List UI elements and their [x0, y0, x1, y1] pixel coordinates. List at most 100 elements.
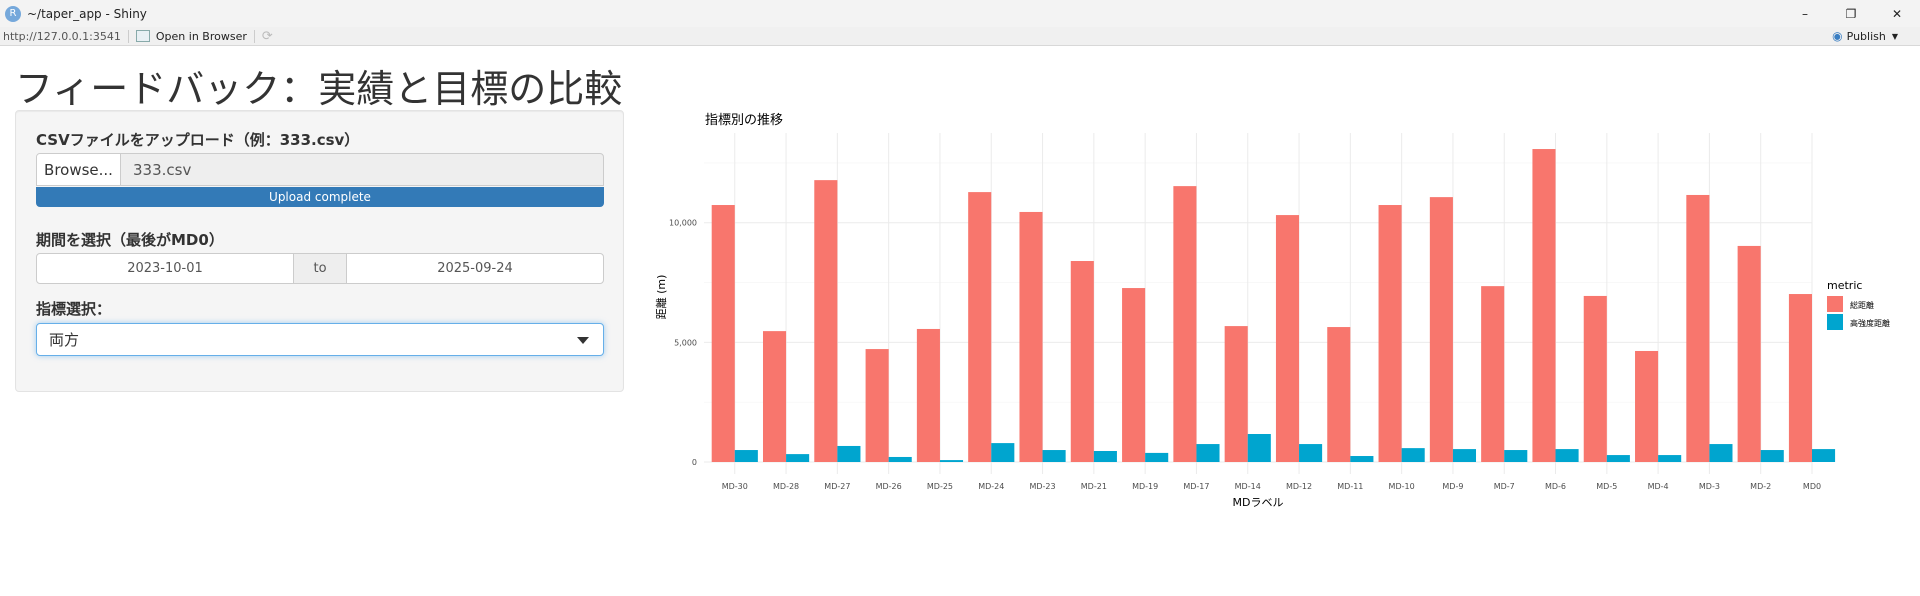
bar-MD-27-total [814, 180, 838, 463]
period-label: 期間を選択（最後がMD0） [36, 231, 224, 249]
bar-MD-23-total [1019, 211, 1043, 462]
bar-MD-7-high-intensity [1504, 450, 1528, 462]
bar-MD-10-total [1378, 205, 1402, 462]
bar-MD-6-total [1532, 149, 1556, 463]
bar-MD-24-high-intensity [991, 443, 1015, 462]
bar-MD-23-high-intensity [1042, 450, 1066, 462]
publish-button[interactable]: ◉ Publish ▼ [1832, 27, 1898, 45]
caret-down-icon [577, 337, 589, 344]
x-tick-label: MD-17 [1183, 482, 1209, 491]
close-button[interactable]: ✕ [1891, 6, 1903, 21]
bar-MD-3-total [1686, 194, 1710, 463]
r-app-icon: R [5, 5, 21, 22]
x-tick-label: MD-5 [1596, 482, 1617, 491]
y-tick-label: 0 [692, 458, 697, 467]
x-tick-label: MD-10 [1389, 482, 1415, 491]
bar-MD-25-high-intensity [939, 460, 964, 462]
maximize-button[interactable]: ❐ [1845, 6, 1857, 21]
metric-select[interactable]: 両方 [36, 323, 604, 356]
date-range-separator: to [294, 253, 346, 284]
open-in-browser-label: Open in Browser [155, 29, 247, 43]
chevron-down-icon: ▼ [1891, 31, 1898, 41]
bar-MD-2-total [1737, 245, 1761, 462]
bar-MD-9-high-intensity [1452, 449, 1477, 462]
metric-label: 指標選択： [36, 300, 112, 318]
legend-key [1827, 314, 1843, 330]
bar-MD-24-total [968, 192, 992, 463]
x-tick-label: MD-9 [1442, 482, 1463, 491]
legend-label: 高強度距離 [1850, 318, 1890, 328]
x-tick-label: MD-11 [1337, 482, 1363, 491]
bar-MD-21-high-intensity [1093, 450, 1117, 462]
bar-MD-26-total [865, 349, 889, 462]
file-input[interactable]: Browse... 333.csv [36, 153, 604, 186]
minimize-button[interactable]: – [1802, 6, 1808, 21]
bar-MD-9-total [1429, 197, 1453, 462]
bar-MD-30-total [711, 205, 735, 462]
legend-key [1827, 296, 1843, 312]
bar-MD-28-high-intensity [786, 454, 810, 462]
date-range-input: 2023-10-01 to 2025-09-24 [36, 253, 604, 284]
bar-MD-3-high-intensity [1709, 444, 1733, 462]
divider [253, 29, 255, 43]
open-in-browser-button[interactable]: Open in Browser [135, 29, 247, 43]
x-tick-label: MD-23 [1029, 482, 1055, 491]
x-tick-label: MD0 [1803, 482, 1821, 491]
divider [127, 29, 129, 43]
legend-title: metric [1827, 279, 1862, 292]
bar-MD-19-high-intensity [1145, 452, 1169, 462]
upload-label: CSVファイルをアップロード（例：333.csv） [36, 131, 360, 149]
bar-MD-11-high-intensity [1350, 456, 1374, 462]
upload-progress-bar: Upload complete [36, 187, 604, 207]
address-bar: http://127.0.0.1:3541 Open in Browser ⟳ … [0, 27, 1920, 46]
x-tick-label: MD-30 [722, 482, 748, 491]
bar-MD-30-high-intensity [734, 450, 758, 462]
x-tick-label: MD-27 [824, 482, 850, 491]
x-tick-label: MD-3 [1699, 482, 1720, 491]
bar-MD-12-high-intensity [1299, 444, 1323, 462]
x-tick-label: MD-7 [1494, 482, 1515, 491]
bar-MD-12-total [1275, 215, 1300, 462]
bar-MD-4-high-intensity [1658, 455, 1682, 462]
publish-icon: ◉ [1832, 29, 1843, 43]
sidebar-panel: CSVファイルをアップロード（例：333.csv） Browse... 333.… [15, 110, 624, 392]
bar-MD-27-high-intensity [837, 445, 861, 462]
metric-select-value: 両方 [49, 331, 80, 349]
bar-MD0-total [1788, 294, 1812, 462]
url-text: http://127.0.0.1:3541 [3, 29, 121, 43]
window-title: ~/taper_app - Shiny [27, 6, 147, 21]
bar-MD-14-total [1224, 326, 1248, 462]
bar-MD-26-high-intensity [888, 456, 912, 462]
end-date-input[interactable]: 2025-09-24 [346, 253, 604, 284]
page-title: フィードバック：実績と目標の比較 [15, 67, 623, 111]
x-tick-label: MD-2 [1750, 482, 1771, 491]
y-tick-label: 5,000 [674, 338, 697, 347]
bar-MD-21-total [1070, 261, 1094, 462]
window-titlebar: R ~/taper_app - Shiny – ❐ ✕ [0, 0, 1920, 27]
x-tick-label: MD-12 [1286, 482, 1312, 491]
x-tick-label: MD-14 [1235, 482, 1261, 491]
x-tick-label: MD-28 [773, 482, 799, 491]
bar-MD-17-total [1173, 186, 1197, 463]
browse-button[interactable]: Browse... [37, 154, 121, 185]
start-date-input[interactable]: 2023-10-01 [36, 253, 294, 284]
x-axis-title: MDラベル [1233, 496, 1284, 509]
publish-label: Publish [1846, 29, 1886, 43]
bar-MD-5-total [1583, 295, 1607, 462]
bar-MD-17-high-intensity [1196, 444, 1220, 462]
bar-MD-19-total [1122, 288, 1146, 462]
legend-label: 総距離 [1850, 300, 1874, 310]
bar-MD-28-total [762, 331, 787, 462]
bar-MD-11-total [1327, 327, 1351, 462]
x-tick-label: MD-25 [927, 482, 953, 491]
refresh-icon[interactable]: ⟳ [261, 28, 273, 44]
bar-MD0-high-intensity [1812, 449, 1836, 462]
bar-MD-14-high-intensity [1247, 434, 1271, 462]
y-tick-label: 10,000 [669, 219, 697, 228]
x-tick-label: MD-24 [978, 482, 1004, 491]
x-tick-label: MD-4 [1648, 482, 1669, 491]
x-tick-label: MD-26 [876, 482, 902, 491]
browser-icon [135, 30, 150, 42]
bar-MD-4-total [1635, 350, 1659, 462]
